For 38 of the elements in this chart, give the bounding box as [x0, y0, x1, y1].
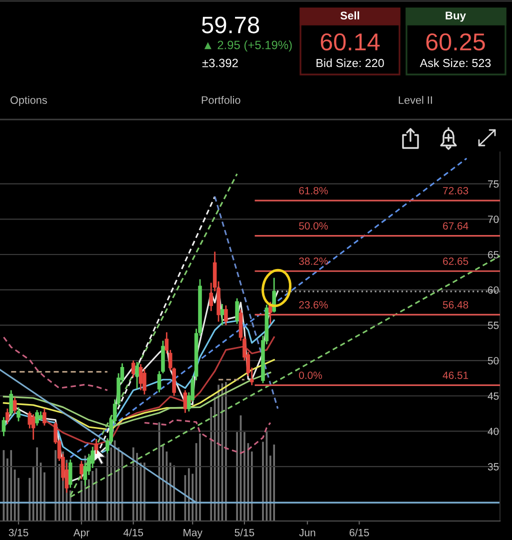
data-label: 46.51	[442, 372, 468, 379]
series-label: 0.0%	[299, 372, 322, 379]
text: 60.14	[320, 33, 380, 51]
text: ±3.392	[202, 58, 238, 68]
data-label: 62.65	[443, 258, 468, 265]
series-label: 50.0%	[299, 222, 328, 230]
data-label: 56.48	[442, 301, 468, 308]
y-tick-label: 75	[488, 180, 499, 188]
x-tick-label: Apr	[73, 529, 90, 538]
series-label: 38.2%	[299, 258, 328, 265]
y-tick-label: 45	[488, 392, 499, 400]
y-tick-label: 35	[488, 463, 499, 470]
x-tick-label: 6/15	[350, 528, 369, 536]
text: Buy	[446, 12, 466, 22]
x-tick-label: May	[184, 529, 202, 538]
y-tick-label: 55	[488, 322, 499, 330]
text: 60.25	[426, 33, 485, 51]
x-tick-label: 3/15	[8, 528, 28, 536]
text: Ask Size: 523	[420, 58, 491, 68]
text: Options	[10, 96, 47, 106]
series-label: 61.8%	[299, 186, 328, 194]
data-label: 67.64	[443, 222, 468, 230]
x-tick-label: 5/15	[234, 528, 254, 536]
data-label: 72.63	[443, 186, 468, 194]
y-tick-label: 60	[488, 286, 499, 294]
text: Level II	[398, 96, 432, 104]
x-tick-label: Jun	[299, 529, 316, 536]
series-label: 23.6%	[299, 301, 328, 308]
text: Sell	[340, 11, 360, 20]
y-tick-label: 50	[488, 357, 499, 364]
y-tick-label: 65	[488, 251, 499, 258]
text: Bid Size: 220	[316, 58, 384, 68]
text: ▲ 2.95 (+5.19%)	[204, 40, 292, 52]
y-tick-label: 40	[488, 428, 499, 436]
x-tick-label: 4/15	[123, 528, 144, 536]
text: Portfolio	[202, 96, 240, 104]
y-tick-label: 70	[488, 216, 499, 224]
text: 59.78	[202, 16, 260, 34]
